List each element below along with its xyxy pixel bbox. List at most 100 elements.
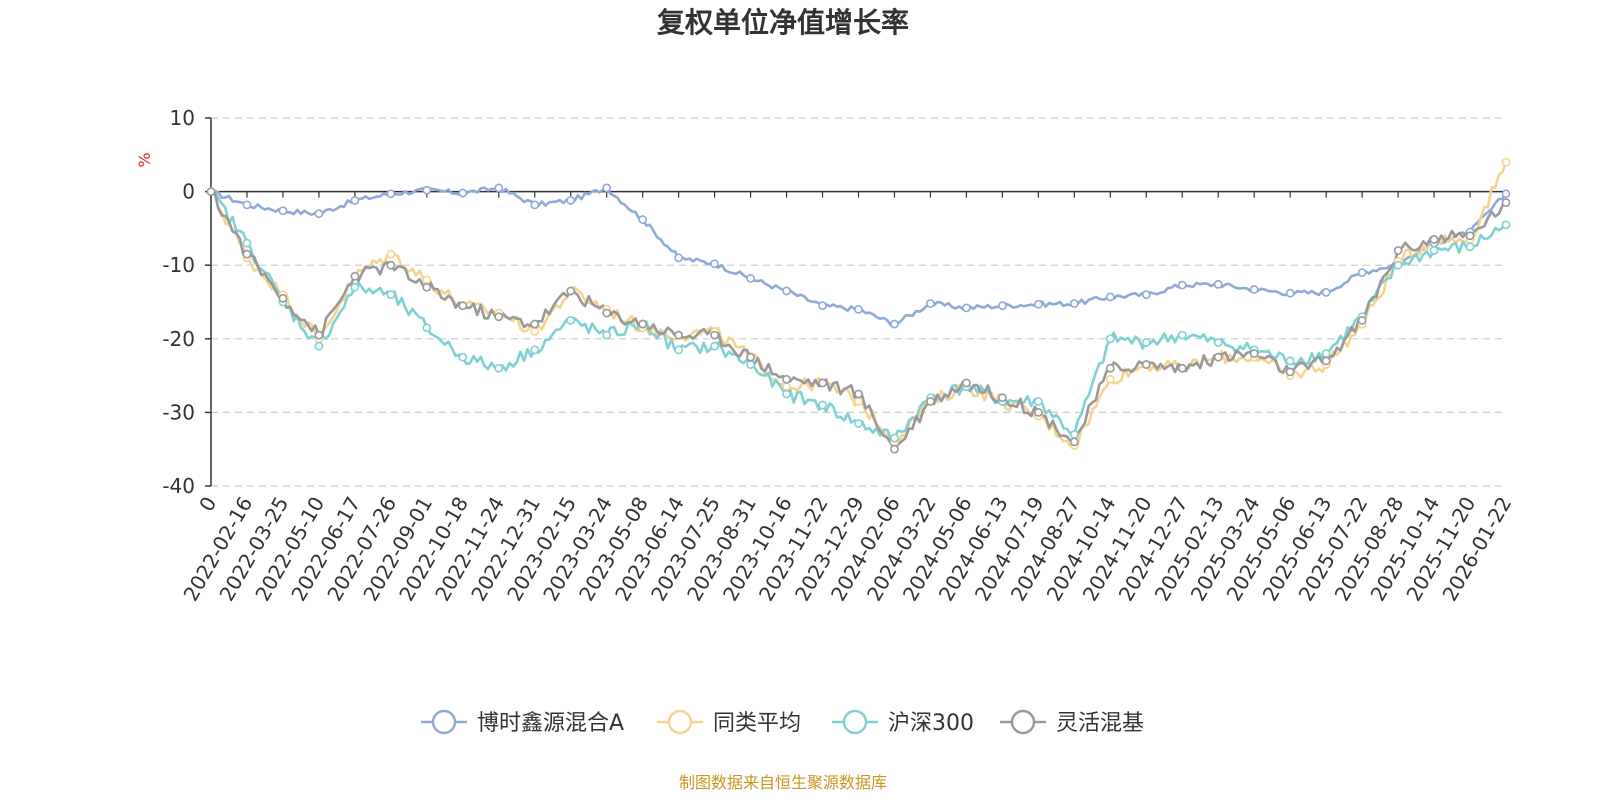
series-point	[854, 396, 863, 406]
series-point	[854, 389, 863, 399]
series-point	[314, 209, 324, 219]
series-point	[386, 249, 396, 259]
legend-item[interactable]: 灵活混基	[1000, 709, 1144, 736]
series-point	[1393, 260, 1403, 270]
source-note: 制图数据来自恒生聚源数据库	[679, 773, 887, 792]
series-point	[1105, 292, 1115, 302]
series-point	[242, 249, 252, 259]
series-point	[818, 400, 827, 410]
legend-label: 灵活混基	[1056, 711, 1144, 736]
x-axis-ticks: 02022-02-162022-03-252022-05-102022-06-1…	[178, 191, 1516, 605]
series-point	[530, 327, 540, 336]
series-point	[530, 200, 540, 210]
series-point	[566, 286, 576, 296]
series-point	[854, 304, 863, 314]
y-tick-label: -10	[162, 253, 195, 277]
series-point	[242, 200, 252, 210]
series-point	[1501, 157, 1511, 167]
series-point	[710, 259, 720, 269]
series-point	[1285, 356, 1295, 366]
series-point	[890, 319, 899, 329]
series-point	[422, 185, 432, 195]
series-point	[1357, 315, 1367, 325]
series-point	[818, 301, 827, 311]
series-point	[1465, 231, 1475, 241]
legend-label: 沪深300	[888, 711, 974, 736]
legend-marker	[1010, 709, 1036, 735]
series-point	[926, 396, 935, 406]
series-point	[278, 293, 288, 303]
y-tick-label: 10	[170, 106, 195, 130]
series-point	[494, 312, 504, 322]
series-point	[242, 238, 252, 248]
y-axis-ticks: 10 0 -10 -20 -30 -40	[162, 106, 211, 498]
series-point	[1249, 285, 1259, 294]
series-point	[314, 330, 324, 340]
chart-title: 复权单位净值增长率	[657, 6, 909, 39]
series-point	[1033, 396, 1043, 406]
y-tick-label: -40	[162, 474, 195, 498]
series-point	[710, 341, 720, 351]
series-point	[674, 330, 684, 340]
legend-item[interactable]: 沪深300	[832, 709, 974, 736]
series-point	[782, 389, 791, 399]
series-point	[890, 433, 899, 443]
series-point	[1213, 352, 1223, 362]
series-point	[1177, 363, 1187, 373]
series-point	[710, 330, 720, 340]
axes	[210, 118, 1506, 486]
series-point	[1177, 280, 1187, 290]
series-point	[602, 308, 612, 318]
series-point	[1501, 220, 1511, 230]
series-point	[566, 315, 576, 325]
series-point	[1105, 374, 1115, 384]
series-point	[674, 253, 684, 263]
series-markers	[206, 157, 1511, 454]
series-point	[746, 274, 755, 283]
series-point	[1429, 246, 1439, 255]
series-point	[530, 345, 540, 355]
series-point	[818, 378, 827, 388]
series-point	[638, 319, 648, 329]
series-point	[1321, 288, 1331, 297]
legend-item[interactable]: 博时鑫源混合A	[421, 709, 624, 736]
series-point	[674, 345, 684, 355]
series-point	[422, 282, 432, 292]
legend-label: 同类平均	[713, 711, 801, 736]
series-point	[1033, 299, 1043, 309]
series-point	[782, 382, 791, 392]
series-point	[566, 196, 576, 205]
series-point	[1213, 279, 1223, 289]
series-point	[1321, 356, 1331, 366]
series-point	[1033, 407, 1043, 417]
series-point	[350, 282, 360, 292]
series-point	[854, 419, 863, 428]
series-point	[926, 299, 935, 308]
legend-item[interactable]: 同类平均	[657, 709, 801, 736]
series-point	[782, 286, 791, 296]
series-point	[1357, 268, 1367, 277]
series-point	[1105, 334, 1115, 344]
series-point	[278, 206, 288, 216]
series-point	[1321, 349, 1331, 358]
y-tick-label: -20	[162, 327, 195, 351]
series-point	[602, 183, 612, 193]
series-point	[458, 188, 468, 198]
series-point	[962, 378, 971, 388]
series-point	[1141, 360, 1151, 369]
x-tick-label: 0	[194, 493, 221, 516]
series-point	[997, 301, 1007, 311]
series-point	[890, 444, 899, 454]
legend-marker	[667, 709, 693, 735]
series-point	[1285, 288, 1295, 298]
series-point	[962, 303, 971, 313]
legend-label: 博时鑫源混合A	[477, 711, 624, 736]
series-point	[1141, 290, 1151, 300]
grid-lines	[211, 117, 1506, 487]
y-axis-unit: %	[135, 152, 154, 167]
series-point	[458, 352, 468, 362]
series-point	[458, 301, 468, 311]
series-point	[1105, 363, 1115, 373]
legend-marker	[431, 709, 457, 735]
